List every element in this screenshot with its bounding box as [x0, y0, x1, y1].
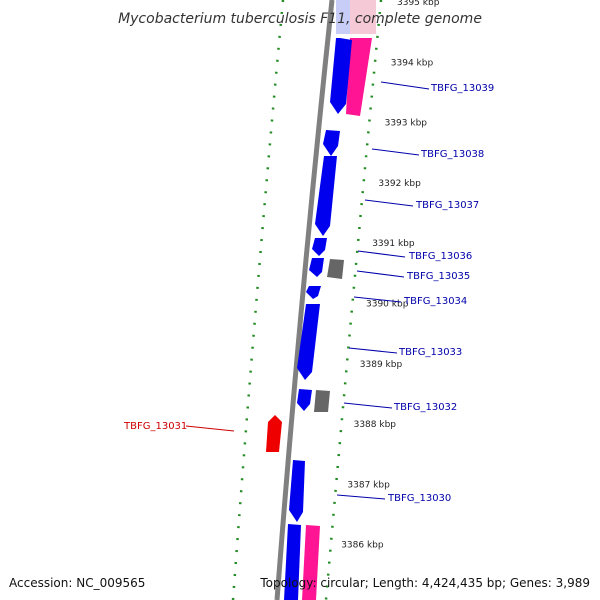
- kbp-tick-label: 3386 kbp: [341, 541, 384, 551]
- gene-13035-arrow: [309, 258, 324, 277]
- kbp-tick-label: 3389 kbp: [360, 360, 403, 370]
- gc-track-outer: [324, 0, 383, 600]
- gene-leader-line: [380, 81, 430, 90]
- gene-leader-line: [356, 270, 405, 278]
- gc-skew-track: [231, 0, 383, 600]
- gene-leader-line: [364, 199, 414, 207]
- rna-feature-1: [346, 38, 372, 116]
- gene-label-g13035[interactable]: TBFG_13035: [406, 271, 470, 282]
- kbp-tick-label: 3393 kbp: [385, 119, 428, 129]
- gene-top-partial: [336, 0, 350, 34]
- pseudo-feature-1: [327, 259, 344, 279]
- topology-text: Topology: circular; Length: 4,424,435 bp…: [260, 576, 590, 590]
- rna-feature-2: [302, 525, 320, 600]
- gene-label-g13038[interactable]: TBFG_13038: [420, 149, 484, 160]
- gene-13039-arrow: [330, 38, 352, 114]
- backbone-layer: [274, 0, 335, 600]
- gene-13032-arrow: [297, 389, 312, 411]
- gene-label-g13037[interactable]: TBFG_13037: [415, 200, 479, 211]
- kbp-tick-label: 3388 kbp: [354, 420, 397, 430]
- gene-label-g13033[interactable]: TBFG_13033: [398, 347, 462, 358]
- gene-13038-arrow: [323, 130, 340, 156]
- accession-text: Accession: NC_009565: [9, 576, 146, 590]
- gene-label-g13036[interactable]: TBFG_13036: [408, 251, 472, 262]
- gene-leader-line: [348, 347, 398, 354]
- gene-13036-arrow: [312, 238, 327, 256]
- map-title: Mycobacterium tuberculosis F11, complete…: [118, 11, 482, 27]
- gene-leader-line: [357, 250, 406, 258]
- gene-label-g13032[interactable]: TBFG_13032: [393, 402, 457, 413]
- gene-label-g13030[interactable]: TBFG_13030: [387, 493, 451, 504]
- gene-leader-line: [371, 148, 420, 156]
- kbp-tick-layer: 3395 kbp 3394 kbp 3393 kbp 3392 kbp 3391 kbp…: [341, 0, 439, 551]
- kbp-tick-label: 3390 kbp: [366, 300, 409, 310]
- gene-13037-arrow: [315, 156, 337, 236]
- gene-leader-line: [336, 494, 386, 500]
- pseudo-feature-2: [314, 390, 330, 412]
- gene-label-g13031[interactable]: TBFG_13031: [123, 421, 187, 432]
- gc-track-inner: [231, 0, 285, 600]
- kbp-tick-label: 3387 kbp: [347, 480, 390, 490]
- gene-leader-line: [185, 425, 235, 432]
- gene-next-arrow: [284, 524, 301, 600]
- feature-layer: [266, 0, 376, 600]
- kbp-tick-label: 3394 kbp: [391, 58, 434, 68]
- rna-feature-top: [346, 0, 376, 34]
- gene-13033-arrow: [297, 304, 320, 380]
- kbp-tick-label: 3391 kbp: [372, 239, 415, 249]
- gene-label-g13034[interactable]: TBFG_13034: [403, 296, 467, 307]
- gene-13030-arrow: [289, 460, 305, 522]
- kbp-tick-label: 3395 kbp: [397, 0, 440, 8]
- gene-13031-arrow: [266, 415, 282, 452]
- gene-13034-arrow: [306, 286, 321, 299]
- gene-leader-line: [343, 402, 393, 409]
- kbp-tick-label: 3392 kbp: [378, 179, 421, 189]
- gene-leader-line: [353, 296, 402, 303]
- genome-backbone: [274, 0, 335, 600]
- gene-label-g13039[interactable]: TBFG_13039: [430, 83, 494, 94]
- gene-label-layer: TBFG_13039 TBFG_13038 TBFG_13037 TBFG_13036…: [123, 81, 494, 504]
